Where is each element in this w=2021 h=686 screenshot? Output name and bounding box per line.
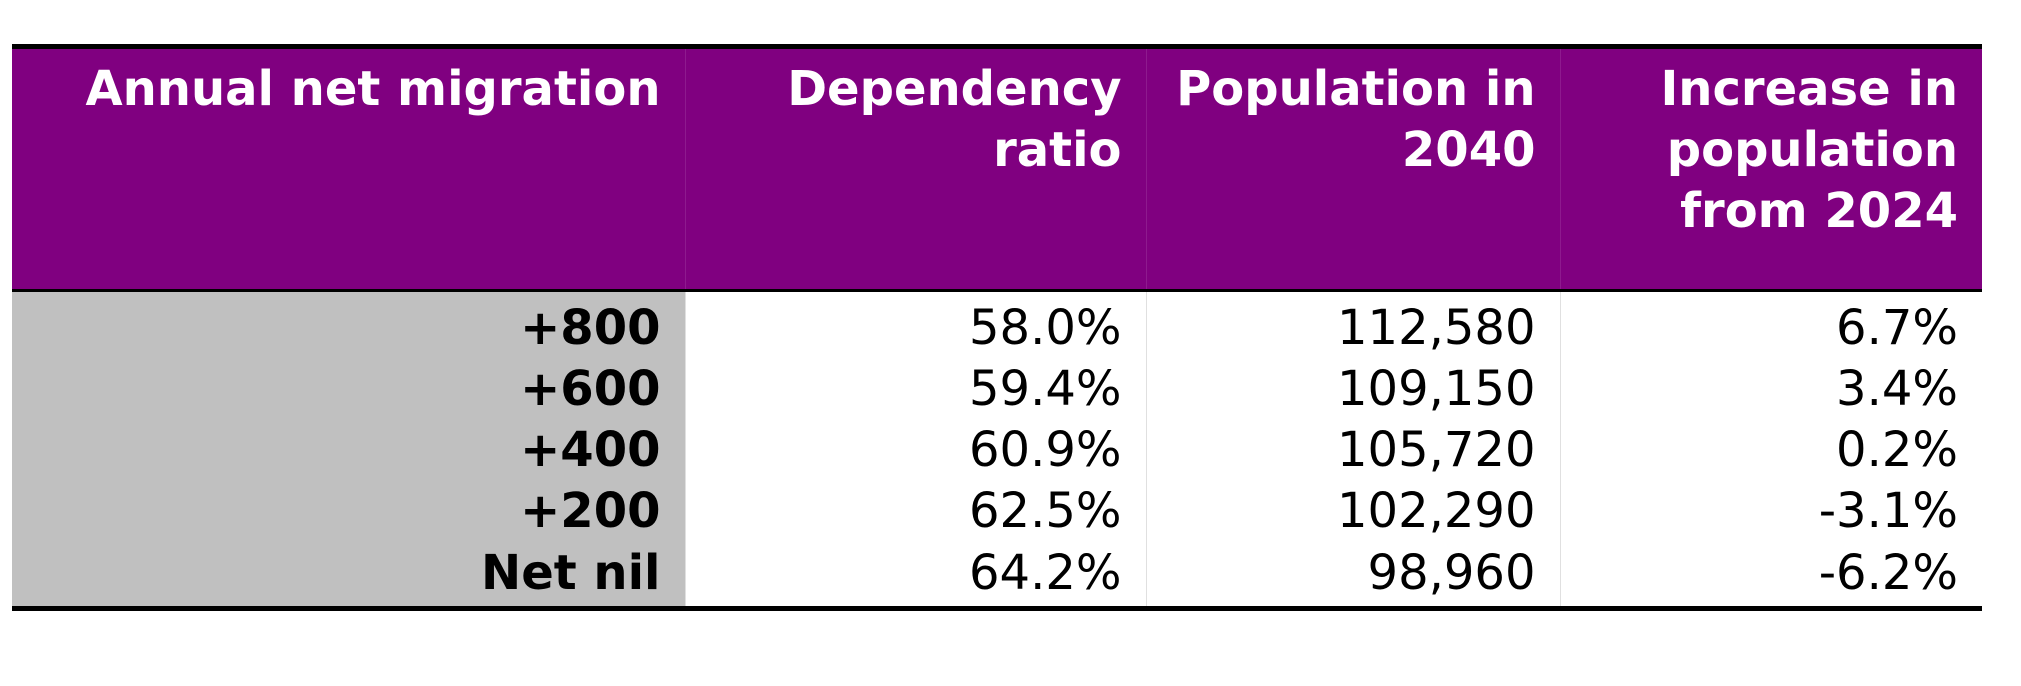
- row-migration: +600: [12, 359, 685, 420]
- table-row: +800 58.0% 112,580 6.7%: [12, 290, 1982, 359]
- header-dependency-ratio: Dependency ratio: [684, 46, 1146, 292]
- header-annual-net-migration: Annual net migration: [12, 46, 685, 292]
- table-row: +400 60.9% 105,720 0.2%: [12, 420, 1982, 481]
- table-body: +800 58.0% 112,580 6.7% +600 59.4% 109,1…: [12, 290, 1982, 611]
- cell-dependency-ratio: 62.5%: [684, 481, 1146, 542]
- cell-population-2040: 98,960: [1145, 542, 1560, 611]
- row-migration: +200: [12, 481, 685, 542]
- cell-population-2040: 102,290: [1145, 481, 1560, 542]
- cell-dependency-ratio: 64.2%: [684, 542, 1146, 611]
- cell-increase-from-2024: 0.2%: [1559, 420, 1982, 481]
- header-population-2040: Population in 2040: [1145, 46, 1560, 292]
- cell-dependency-ratio: 60.9%: [684, 420, 1146, 481]
- migration-scenarios-table: Annual net migration Dependency ratio Po…: [12, 44, 1982, 611]
- table-row: +200 62.5% 102,290 -3.1%: [12, 481, 1982, 542]
- table-header: Annual net migration Dependency ratio Po…: [12, 46, 1982, 292]
- cell-population-2040: 109,150: [1145, 359, 1560, 420]
- header-row: Annual net migration Dependency ratio Po…: [12, 46, 1982, 292]
- cell-increase-from-2024: 6.7%: [1559, 290, 1982, 359]
- migration-scenarios-table-wrap: Annual net migration Dependency ratio Po…: [12, 44, 1982, 611]
- cell-increase-from-2024: -6.2%: [1559, 542, 1982, 611]
- cell-dependency-ratio: 58.0%: [684, 290, 1146, 359]
- cell-increase-from-2024: -3.1%: [1559, 481, 1982, 542]
- cell-increase-from-2024: 3.4%: [1559, 359, 1982, 420]
- row-migration: +400: [12, 420, 685, 481]
- cell-population-2040: 105,720: [1145, 420, 1560, 481]
- table-row: +600 59.4% 109,150 3.4%: [12, 359, 1982, 420]
- row-migration: Net nil: [12, 542, 685, 611]
- cell-population-2040: 112,580: [1145, 290, 1560, 359]
- row-migration: +800: [12, 290, 685, 359]
- cell-dependency-ratio: 59.4%: [684, 359, 1146, 420]
- table-row: Net nil 64.2% 98,960 -6.2%: [12, 542, 1982, 611]
- header-increase-from-2024: Increase in population from 2024: [1559, 46, 1982, 292]
